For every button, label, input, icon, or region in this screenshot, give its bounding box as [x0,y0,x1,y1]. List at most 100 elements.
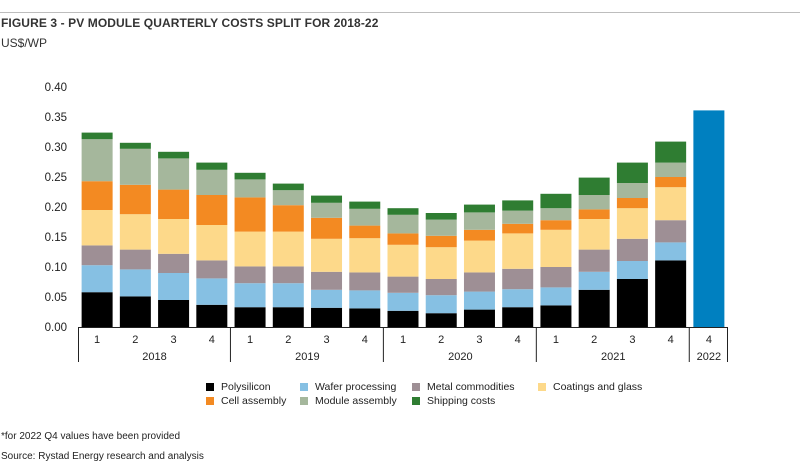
bar-segment-coatings-and-glass [463,240,495,273]
bar-segment-module-assembly [502,210,534,224]
bar-segment-cell-assembly [387,233,419,245]
y-tick-label: 0.20 [45,202,67,214]
bar-segment-metal-commodities [540,267,572,288]
bar-segment-shipping-costs [158,151,190,159]
bar-segment-wafer-processing [272,283,304,308]
bar-segment-coatings-and-glass [272,231,304,267]
year-label: 2020 [448,351,472,363]
bar-segment-shipping-costs [616,162,648,183]
bar-segment-module-assembly [272,190,304,206]
legend-label-shipping-costs: Shipping costs [427,395,496,407]
y-tick-label: 0.05 [45,292,67,304]
bar-segment-wafer-processing [502,289,534,308]
stacked-bar-chart: 0.00 0.05 0.10 0.15 0.20 0.25 0.30 0.35 0.40 1 2 3 4… [45,82,728,363]
bar-segment-cell-assembly [272,205,304,232]
legend-label-module-assembly: Module assembly [315,395,397,407]
y-axis-unit: US$/WP [1,36,48,50]
y-tick-label: 0.40 [45,82,67,94]
bar-segment-polysilicon [349,308,381,327]
legend-label-polysilicon: Polysilicon [221,381,271,393]
bar-segment-coatings-and-glass [540,229,572,267]
bar-segment-module-assembly [119,148,151,185]
footnote: *for 2022 Q4 values have been provided [1,431,181,442]
quarter-tick-label: 4 [515,334,521,346]
bar-segment-wafer-processing [578,271,610,290]
bar-segment-cell-assembly [81,181,113,210]
bar-segment-wafer-processing [616,261,648,279]
legend-item-cell-assembly: Cell assembly [206,395,286,407]
chart-title: FIGURE 3 - PV MODULE QUARTERLY COSTS SPL… [1,16,379,30]
bar-segment-module-assembly [311,202,343,218]
bar-segment-cell-assembly [311,217,343,239]
bar-segment-polysilicon [81,292,113,327]
quarter-tick-label: 4 [362,334,368,346]
bar-segment-cell-assembly [655,177,687,188]
bar-segment-metal-commodities [655,220,687,243]
bar-segment-module-assembly [81,139,113,182]
bar-segment-shipping-costs [349,201,381,209]
bar-segment-cell-assembly [158,189,190,219]
bar-segment-metal-commodities [349,272,381,291]
bar-segment-metal-commodities [311,271,343,290]
legend-item-wafer-processing: Wafer processing [300,381,396,393]
bar-segment-polysilicon [196,304,228,327]
bar-segment-polysilicon [463,309,495,327]
bar-segment-shipping-costs [463,204,495,213]
legend-item-module-assembly: Module assembly [300,395,397,407]
year-label: 2019 [295,351,319,363]
y-tick-label: 0.10 [45,262,67,274]
bar-segment-wafer-processing [119,269,151,297]
quarter-tick-label: 1 [553,334,559,346]
bar-segment-coatings-and-glass [578,219,610,250]
bar-segment-module-assembly [540,208,572,221]
bar-segment-metal-commodities [119,249,151,270]
bar-segment-shipping-costs [81,132,113,140]
bar-segment-metal-commodities [387,276,419,293]
bar-segment-metal-commodities [272,266,304,284]
legend-swatch-module-assembly [300,397,308,405]
bar-segment-wafer-processing [349,290,381,309]
y-tick-label: 0.15 [45,232,67,244]
bar-segment-polysilicon [425,313,457,327]
bar-segment-wafer-processing [540,287,572,306]
bar-segment-cell-assembly [502,223,534,234]
bar-segment-polysilicon [234,307,266,327]
bar-segment-cell-assembly [463,229,495,241]
bar-segment-wafer-processing [158,273,190,300]
bar-segment-module-assembly [387,214,419,234]
y-tick-label: 0.00 [45,322,67,334]
legend-item-shipping-costs: Shipping costs [412,395,495,407]
year-label: 2021 [601,351,625,363]
quarter-tick-label: 1 [94,334,100,346]
quarter-tick-label: 3 [171,334,177,346]
bar-segment-metal-commodities [196,260,228,279]
bar-segment-module-assembly [425,219,457,236]
legend-swatch-coatings-and-glass [538,383,546,391]
bar-total-2022-q4 [693,110,725,328]
quarter-tick-label: 2 [285,334,291,346]
legend-label-wafer-processing: Wafer processing [315,381,397,393]
bar-segment-coatings-and-glass [502,233,534,269]
quarter-tick-label: 4 [706,334,712,346]
bar-segment-polysilicon [616,279,648,327]
bar-segment-shipping-costs [655,141,687,163]
legend-item-coatings-and-glass: Coatings and glass [538,381,642,393]
y-tick-label: 0.35 [45,112,67,124]
quarter-tick-label: 4 [668,334,674,346]
bar-segment-module-assembly [196,169,228,195]
bar-segment-coatings-and-glass [311,238,343,272]
quarter-tick-label: 2 [132,334,138,346]
bar-segment-cell-assembly [196,195,228,225]
y-tick-label: 0.30 [45,142,67,154]
bar-segment-wafer-processing [311,289,343,308]
bar-segment-cell-assembly [349,225,381,239]
quarter-tick-label: 3 [323,334,329,346]
quarter-tick-label: 2 [438,334,444,346]
year-label: 2018 [142,351,166,363]
bar-segment-wafer-processing [387,292,419,311]
bar-segment-metal-commodities [616,238,648,261]
bar-segment-wafer-processing [463,291,495,310]
legend-swatch-cell-assembly [206,397,214,405]
bar-segment-module-assembly [578,195,610,210]
bar-segment-polysilicon [272,307,304,327]
